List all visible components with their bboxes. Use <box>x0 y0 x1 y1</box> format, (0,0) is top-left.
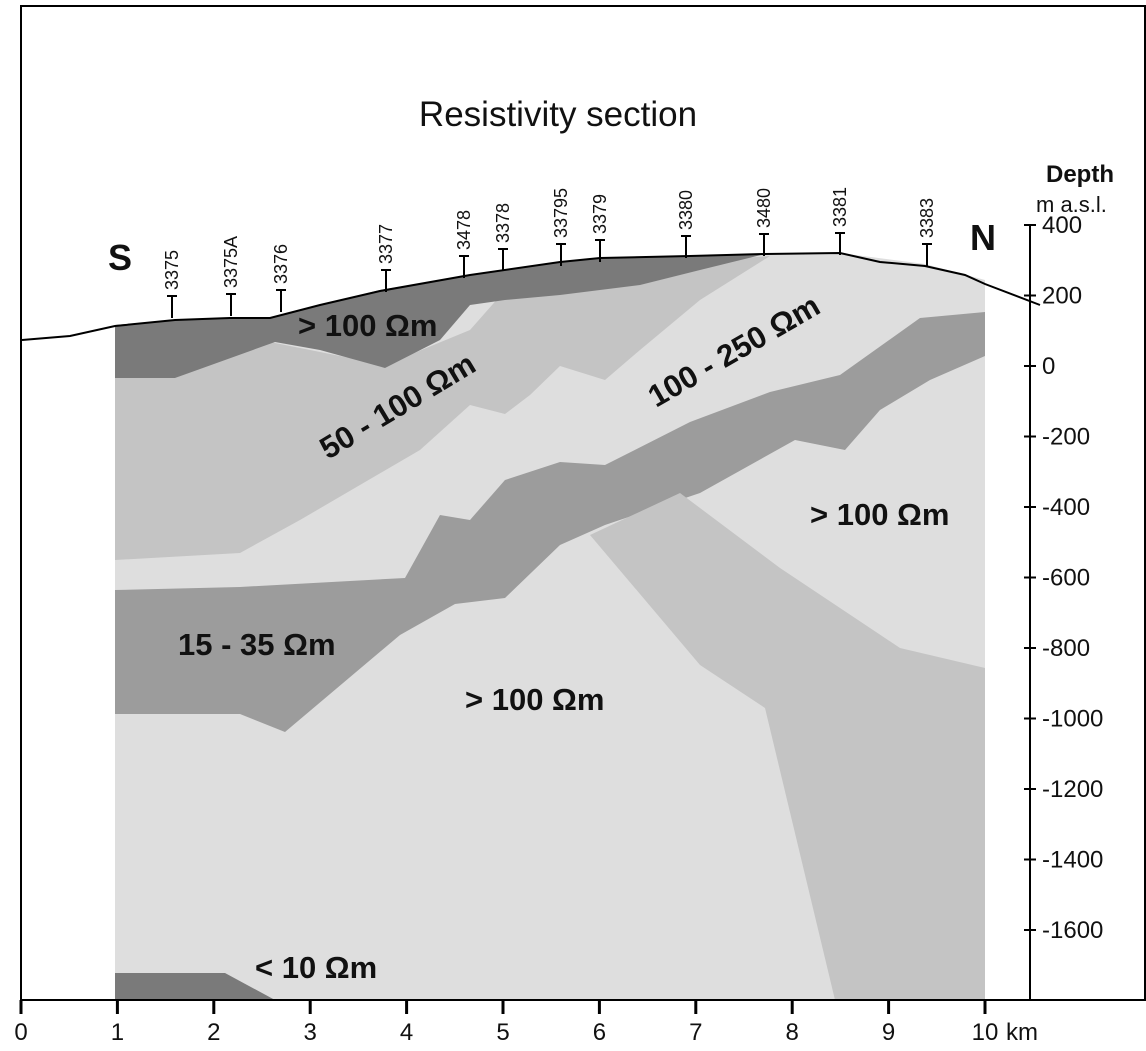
station-label: 3376 <box>271 244 291 284</box>
station-label: 3381 <box>830 187 850 227</box>
distance-tick-label: 7 <box>689 1019 702 1046</box>
depth-tick-label: 400 <box>1042 212 1082 239</box>
station-marker: 3375 <box>162 250 182 318</box>
depth-tick-label: 0 <box>1042 353 1055 380</box>
depth-ticks: 400 200 0 -200 -400 -600 -800 -1000 -1200 -1400 -1… <box>1024 212 1103 944</box>
zone-conductor <box>115 312 985 732</box>
distance-tick-label: 6 <box>593 1019 606 1046</box>
depth-tick-label: -1000 <box>1042 706 1103 733</box>
station-marker: 3377 <box>376 224 396 292</box>
depth-tick-label: -1400 <box>1042 847 1103 874</box>
distance-unit-label: km <box>1006 1019 1038 1046</box>
station-label: 3480 <box>754 188 774 228</box>
zone-upper-mid <box>115 256 770 560</box>
depth-tick-label: -600 <box>1042 565 1090 592</box>
depth-tick-label: -800 <box>1042 635 1090 662</box>
zone-label-top-south: > 100 Ωm <box>298 308 437 343</box>
station-label: 3379 <box>590 194 610 234</box>
distance-tick-label: 0 <box>14 1019 27 1046</box>
chart-title: Resistivity section <box>419 95 697 134</box>
distance-tick-label: 4 <box>400 1019 413 1046</box>
north-label: N <box>970 217 996 258</box>
station-label: 3377 <box>376 224 396 264</box>
station-label: 3375A <box>221 236 241 288</box>
distance-tick-label: 3 <box>304 1019 317 1046</box>
distance-ticks: 0 1 2 3 4 5 6 7 8 9 10 <box>14 1000 998 1046</box>
station-marker: 3380 <box>676 190 696 258</box>
depth-axis-label-1: Depth <box>1046 161 1114 188</box>
depth-tick-label: -1600 <box>1042 917 1103 944</box>
station-label: 3383 <box>917 198 937 238</box>
station-marker: 3478 <box>454 210 474 278</box>
distance-tick-label: 1 <box>111 1019 124 1046</box>
station-marker: 3375A <box>221 236 241 316</box>
depth-tick-label: -200 <box>1042 424 1090 451</box>
station-label: 33795 <box>551 188 571 238</box>
zone-label-bottom: < 10 Ωm <box>255 950 377 985</box>
distance-tick-label: 5 <box>496 1019 509 1046</box>
depth-tick-label: -400 <box>1042 494 1090 521</box>
station-marker: 3381 <box>830 187 850 255</box>
zone-top-south <box>115 254 765 378</box>
zone-label-lower-center: > 100 Ωm <box>465 682 604 717</box>
station-marker: 3376 <box>271 244 291 312</box>
zone-lower-wedge <box>590 493 985 1000</box>
depth-tick-label: -1200 <box>1042 776 1103 803</box>
station-markers: 3375 3375A 3376 3377 3478 3378 33795 3379 3380 34… <box>162 187 937 318</box>
station-marker: 33795 <box>551 188 571 266</box>
station-marker: 3379 <box>590 194 610 262</box>
zone-label-conductor: 15 - 35 Ωm <box>178 627 336 662</box>
station-marker: 3480 <box>754 188 774 256</box>
distance-tick-label: 9 <box>882 1019 895 1046</box>
zone-bottom <box>115 973 275 1000</box>
depth-axis-label-2: m a.s.l. <box>1036 192 1107 217</box>
south-label: S <box>108 237 132 278</box>
station-label: 3380 <box>676 190 696 230</box>
zone-label-mid-north: > 100 Ωm <box>810 497 949 532</box>
station-marker: 3378 <box>493 203 513 271</box>
station-label: 3478 <box>454 210 474 250</box>
distance-tick-label: 2 <box>207 1019 220 1046</box>
station-label: 3378 <box>493 203 513 243</box>
station-marker: 3383 <box>917 198 937 266</box>
depth-tick-label: 200 <box>1042 283 1082 310</box>
distance-tick-label: 10 <box>972 1019 999 1046</box>
distance-tick-label: 8 <box>786 1019 799 1046</box>
station-label: 3375 <box>162 250 182 290</box>
